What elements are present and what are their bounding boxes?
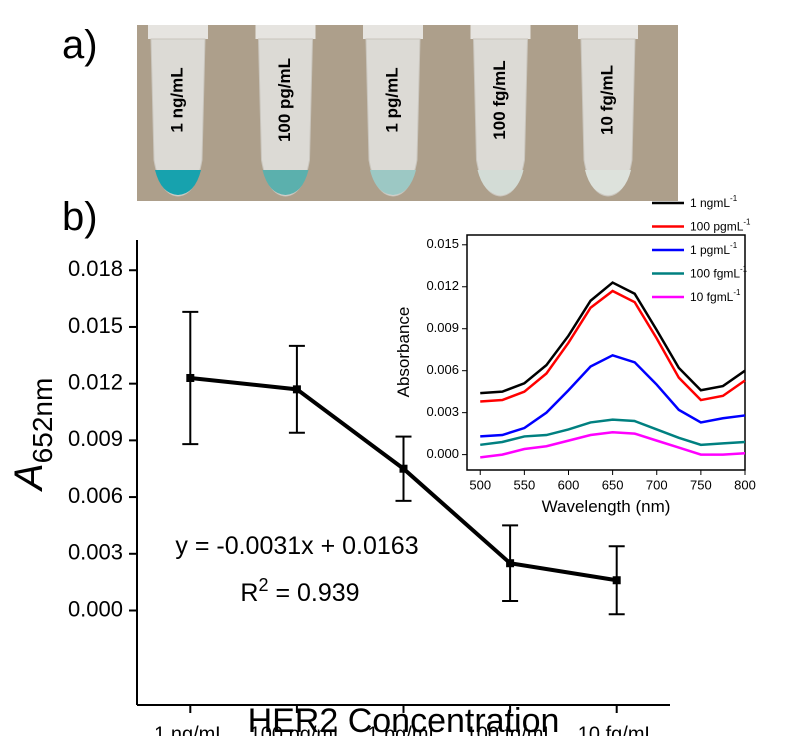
- tube-liquid: [155, 170, 201, 195]
- r-squared-sup: 2: [258, 575, 268, 595]
- tubes: 1 ng/mL 100 pg/mL 1 pg/mL 100 fg/mL 10 fg/mL: [148, 25, 638, 197]
- tube-label: 100 fg/mL: [490, 60, 509, 139]
- legend-label: 1 ngmL-1: [690, 194, 738, 210]
- x-tick-label: 10 fg/mL: [578, 723, 656, 736]
- y-tick-label: 0.000: [68, 596, 123, 621]
- inset-y-tick-label: 0.012: [426, 278, 459, 293]
- inset-x-tick-label: 500: [469, 477, 491, 492]
- tube-cap: [255, 25, 316, 39]
- legend-label-sup: -1: [730, 194, 738, 203]
- legend-label-name: 1 ngmL: [690, 196, 730, 210]
- panel-label: a): [62, 23, 98, 67]
- tube-label: 100 pg/mL: [275, 58, 294, 142]
- data-point: [506, 559, 515, 568]
- y-tick-label: 0.003: [68, 540, 123, 565]
- r-squared-rest: = 0.939: [269, 579, 360, 607]
- tube-liquid: [370, 170, 416, 195]
- legend-label: 100 fgmL-1: [690, 265, 748, 281]
- tube-cap: [470, 25, 531, 39]
- y-axis-label-main: A: [7, 463, 51, 492]
- inset-y-tick-label: 0.015: [426, 236, 459, 251]
- legend-label: 100 pgmL-1: [690, 218, 751, 234]
- inset-x-tick-label: 700: [646, 477, 668, 492]
- tube-cap: [363, 25, 423, 39]
- inset-x-axis-label: Wavelength (nm): [542, 497, 671, 516]
- legend-label-sup: -1: [733, 288, 741, 297]
- legend-label: 10 fgmL-1: [690, 288, 741, 304]
- inset-x-tick-label: 600: [558, 477, 580, 492]
- photo: 1 ng/mL 100 pg/mL 1 pg/mL 100 fg/mL 10 fg/mL: [137, 25, 678, 201]
- inset-y-tick-label: 0.009: [426, 320, 459, 335]
- x-tick-label: 100 pg/mL: [250, 723, 345, 736]
- y-axis-label-sub: 652nm: [27, 378, 58, 464]
- inset-x-tick-label: 750: [690, 477, 712, 492]
- inset-y-tick-label: 0.006: [426, 362, 459, 377]
- inset-x-tick-label: 800: [734, 477, 756, 492]
- legend-label-sup: -1: [730, 241, 738, 250]
- y-tick-label: 0.009: [68, 426, 123, 451]
- y-tick-label: 0.018: [68, 256, 123, 281]
- y-tick-label: 0.006: [68, 483, 123, 508]
- inset-y-tick-label: 0.003: [426, 404, 459, 419]
- legend-label-name: 100 fgmL: [690, 267, 740, 281]
- legend-label-name: 1 pgmL: [690, 243, 730, 257]
- legend-label: 1 pgmL-1: [690, 241, 738, 257]
- tube-liquid: [477, 170, 524, 195]
- inset-series-line: [480, 418, 746, 447]
- y-tick-label: 0.015: [68, 313, 123, 338]
- inset-y-axis-label: Absorbance: [394, 307, 413, 398]
- r-squared-base: R: [240, 579, 258, 607]
- tube-label: 1 ng/mL: [167, 67, 186, 132]
- tube-cap: [578, 25, 638, 39]
- data-point: [399, 464, 408, 473]
- inset-series-line: [480, 353, 746, 438]
- tube-label: 10 fg/mL: [597, 65, 616, 135]
- x-tick-label: 1 ng/mL: [154, 723, 226, 736]
- data-point: [292, 385, 301, 394]
- inset-x-tick-label: 550: [514, 477, 536, 492]
- tube-liquid: [585, 170, 631, 195]
- tube-liquid: [262, 170, 309, 195]
- tube-label: 1 pg/mL: [382, 67, 401, 132]
- r-squared: R2 = 0.939: [240, 575, 359, 607]
- inset-x-tick-label: 650: [602, 477, 624, 492]
- legend-label-name: 10 fgmL: [690, 290, 734, 304]
- data-point: [612, 576, 621, 585]
- inset-series-line: [480, 430, 746, 459]
- legend-label-sup: -1: [740, 265, 748, 274]
- equation: y = -0.0031x + 0.0163: [175, 532, 418, 560]
- x-tick-label: 100 fg/mL: [466, 723, 555, 736]
- x-axis-label: HER2 Concentration: [248, 702, 560, 736]
- panel-label: b): [62, 195, 98, 239]
- y-axis-label: A652nm: [7, 378, 58, 492]
- legend-label-sup: -1: [743, 218, 751, 227]
- y-tick-label: 0.012: [68, 369, 123, 394]
- legend-label-name: 100 pgmL: [690, 220, 744, 234]
- tube-cap: [148, 25, 208, 39]
- data-point: [186, 373, 195, 382]
- inset-y-tick-label: 0.000: [426, 446, 459, 461]
- x-tick-label: 1 pg/mL: [367, 723, 439, 736]
- inset-series-line: [480, 281, 746, 395]
- inset-series-line: [480, 289, 746, 403]
